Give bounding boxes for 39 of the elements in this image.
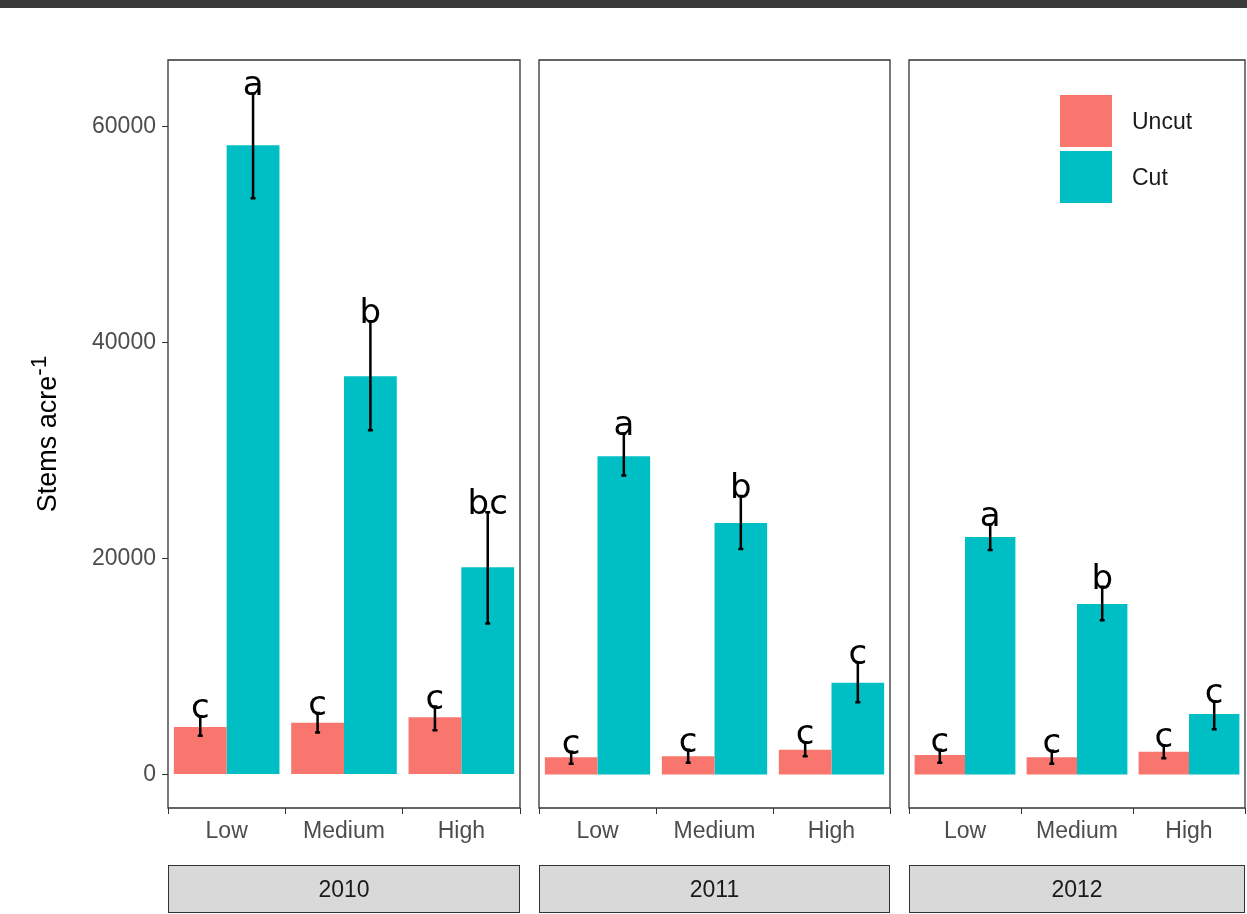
y-tick-label: 60000 xyxy=(92,112,156,139)
bar xyxy=(291,722,344,775)
text: 2012 xyxy=(909,865,1245,913)
text: 2011 xyxy=(539,865,890,913)
y-tick-label: 40000 xyxy=(92,328,156,355)
bar xyxy=(344,376,397,775)
x-tick-label: High xyxy=(807,817,856,844)
bar xyxy=(661,756,715,775)
data-label: a xyxy=(613,403,635,444)
bar xyxy=(831,682,885,775)
data-label: a xyxy=(242,63,264,104)
bar xyxy=(226,145,280,775)
data-label: bc xyxy=(467,482,508,523)
x-tick-label: Low xyxy=(576,817,619,844)
bar xyxy=(778,749,832,775)
y-tick-label: 20000 xyxy=(92,544,156,571)
bar xyxy=(461,567,515,775)
x-tick-label: Low xyxy=(943,817,987,844)
bar xyxy=(914,755,965,775)
bar xyxy=(1138,751,1189,775)
bar xyxy=(544,757,598,775)
x-tick-label: Medium xyxy=(303,817,385,844)
x-tick-label: Medium xyxy=(1036,817,1118,844)
bar xyxy=(1077,604,1128,775)
x-tick-label: High xyxy=(437,817,485,844)
bar xyxy=(173,727,227,775)
bar xyxy=(597,456,651,775)
x-tick-label: High xyxy=(1165,817,1213,844)
bar xyxy=(965,537,1016,775)
y-tick-label: 0 xyxy=(143,759,156,786)
text: 2010 xyxy=(168,865,520,913)
x-tick-label: Low xyxy=(205,817,249,844)
bar xyxy=(408,717,462,775)
legend-label: Cut xyxy=(1132,164,1169,191)
x-tick-label: Medium xyxy=(673,817,756,844)
bar xyxy=(1189,714,1240,775)
bar xyxy=(714,523,768,775)
legend-label: Uncut xyxy=(1132,108,1193,135)
bar xyxy=(1026,757,1077,775)
